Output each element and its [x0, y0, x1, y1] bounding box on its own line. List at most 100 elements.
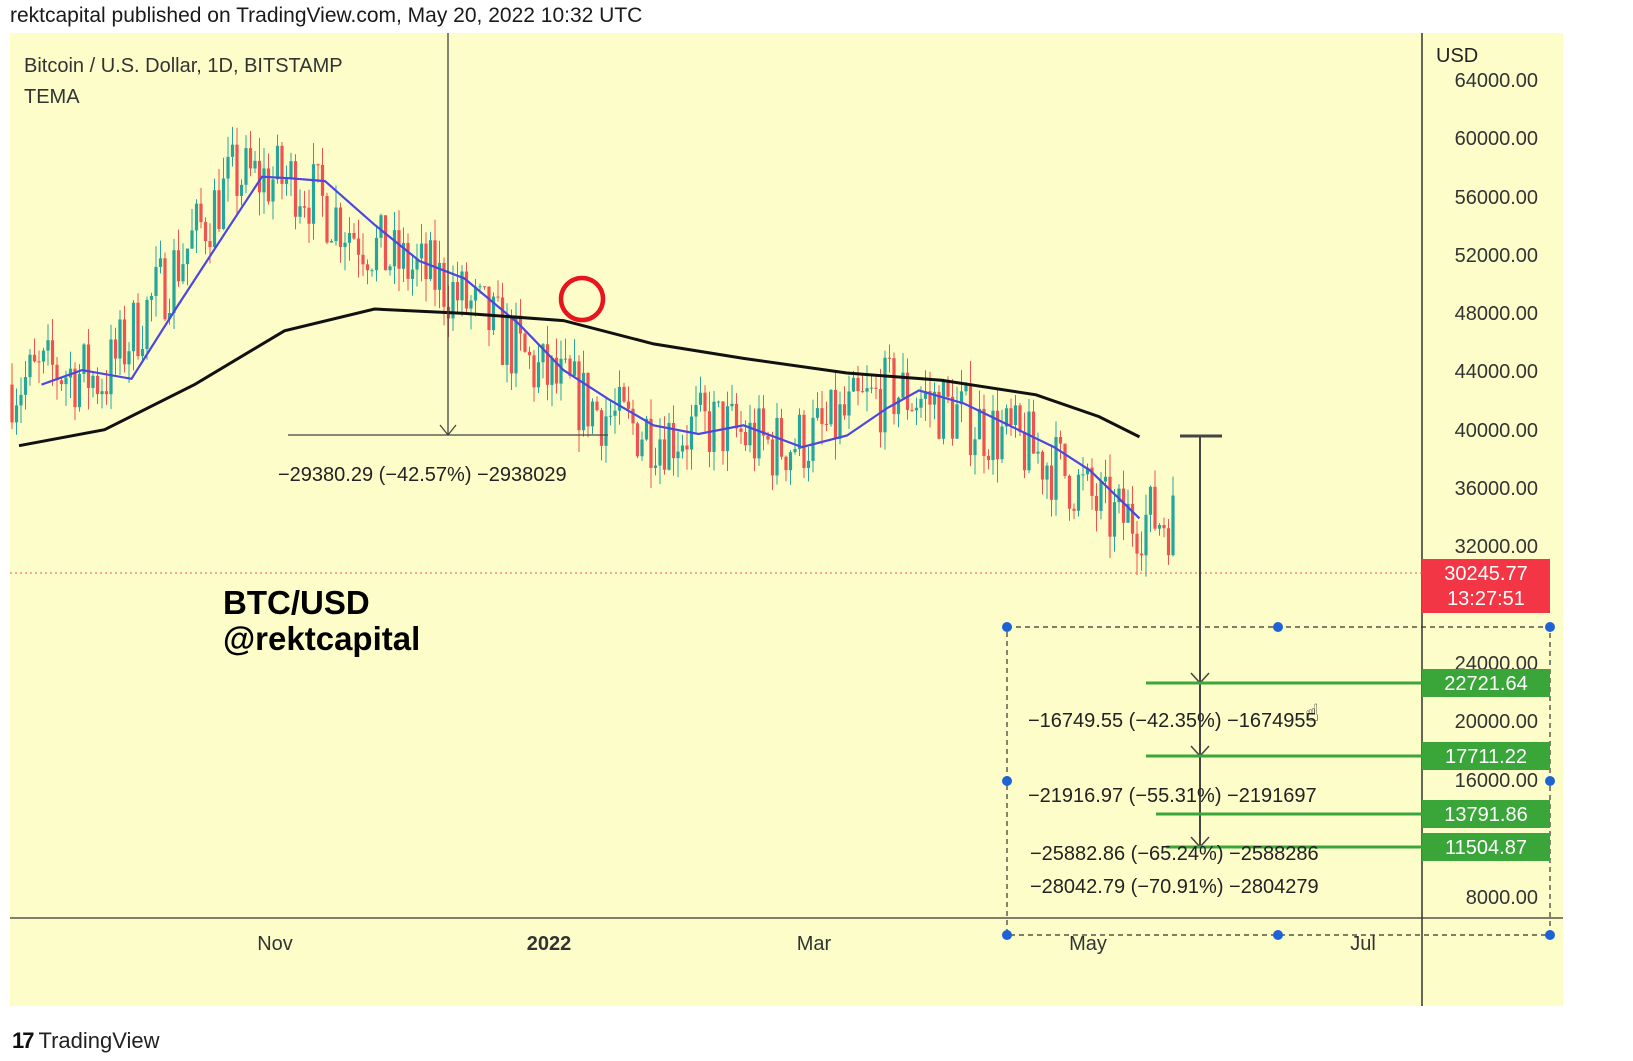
candle-body [914, 407, 919, 411]
candle-body [397, 230, 401, 269]
candle-body [833, 389, 838, 439]
candle-body [1000, 426, 1004, 460]
candle-body [1108, 476, 1112, 537]
candle-body [793, 448, 797, 453]
level-tag [1422, 800, 1550, 828]
candle-body [136, 302, 140, 357]
candle-body [23, 377, 28, 395]
candle-body [1135, 533, 1139, 554]
candle-body [829, 389, 833, 425]
candle-body [181, 264, 185, 282]
candle-body [41, 350, 46, 362]
candle-body [293, 161, 298, 217]
candle-body [806, 460, 811, 468]
y-tick-label: 32000.00 [1455, 536, 1538, 558]
candle-body [410, 269, 415, 279]
candle-body [802, 414, 806, 468]
candle-body [428, 240, 433, 280]
candle-body [212, 190, 217, 248]
candle-body [437, 262, 442, 290]
candle-body [208, 241, 212, 248]
candle-body [1166, 528, 1171, 556]
candle-body [307, 207, 311, 224]
price-chart[interactable]: ☝ USD 64000.00 60000.00 56000.00 52000.00 4800… [10, 33, 1563, 1006]
candle-body [230, 144, 235, 157]
candle-body [514, 315, 518, 374]
candle-body [770, 439, 775, 476]
candle-body [37, 361, 41, 363]
candle-body [536, 362, 541, 388]
tradingview-logo: 17 [12, 1028, 35, 1053]
candle-body [676, 451, 680, 459]
candle-body [577, 361, 581, 431]
candle-body [784, 456, 788, 471]
candle-body [113, 339, 118, 359]
candle-body [356, 238, 361, 255]
measure-label: −25882.86 (−65.24%) −2588286 [1030, 843, 1319, 865]
chart-area[interactable]: ☝ USD 64000.00 60000.00 56000.00 52000.00 4800… [10, 33, 1563, 1006]
candle-body [496, 296, 500, 298]
level-tag [1422, 742, 1550, 770]
candle-body [964, 383, 968, 392]
candle-body [649, 418, 653, 468]
candle-body [581, 372, 586, 431]
candle-body [865, 388, 869, 392]
candle-body [374, 237, 379, 271]
candle-body [167, 313, 172, 320]
y-tick-label: 8000.00 [1466, 887, 1538, 909]
x-tick-label: Jul [1350, 933, 1376, 955]
candle-body [32, 354, 37, 362]
candle-body [842, 404, 847, 416]
candle-body [730, 403, 734, 407]
candle-body [257, 160, 262, 193]
candle-body [361, 254, 365, 265]
candle-body [473, 286, 478, 301]
tradingview-footer[interactable]: 17 TradingView [12, 1028, 160, 1054]
crossover-circle [558, 275, 606, 323]
candle-body [109, 339, 113, 395]
candle-body [1157, 525, 1162, 529]
tema-long-line [18, 307, 1141, 448]
y-tick-label: 48000.00 [1455, 303, 1538, 325]
level-tag [1422, 833, 1550, 861]
candle-body [46, 340, 50, 351]
candle-body [244, 148, 248, 185]
candle-body [1081, 474, 1085, 476]
candle-body [82, 344, 86, 374]
candle-body [1013, 405, 1018, 425]
candle-body [226, 156, 230, 179]
candle-body [905, 372, 910, 410]
candle-body [64, 377, 68, 385]
candle-body [199, 203, 203, 223]
candle-body [928, 391, 932, 405]
candle-body [586, 372, 590, 427]
candle-body [658, 439, 662, 466]
candle-body [739, 428, 743, 432]
level-tag-label: 17711.22 [1445, 746, 1527, 768]
candle-body [788, 452, 793, 471]
candle-body [820, 408, 824, 425]
candle-body [460, 271, 464, 301]
candle-body [311, 164, 316, 224]
candle-body [406, 242, 410, 279]
candle-body [275, 145, 280, 180]
countdown-label: 13:27:51 [1447, 588, 1525, 610]
y-tick-label: 60000.00 [1455, 128, 1538, 150]
candle-body [100, 391, 104, 395]
y-tick-label: 56000.00 [1455, 187, 1538, 209]
candle-body [28, 354, 32, 378]
candle-body [982, 408, 986, 456]
candle-body [599, 410, 604, 446]
candle-body [415, 258, 419, 270]
candle-body [901, 372, 905, 398]
candle-body [1139, 553, 1144, 556]
candle-body [482, 286, 487, 288]
candle-body [392, 230, 397, 267]
candle-body [55, 364, 59, 381]
candle-body [631, 408, 635, 424]
candle-body [869, 387, 874, 389]
candle-body [352, 232, 356, 239]
candle-body [851, 377, 856, 392]
candle-body [163, 258, 167, 320]
candle-body [491, 296, 496, 331]
